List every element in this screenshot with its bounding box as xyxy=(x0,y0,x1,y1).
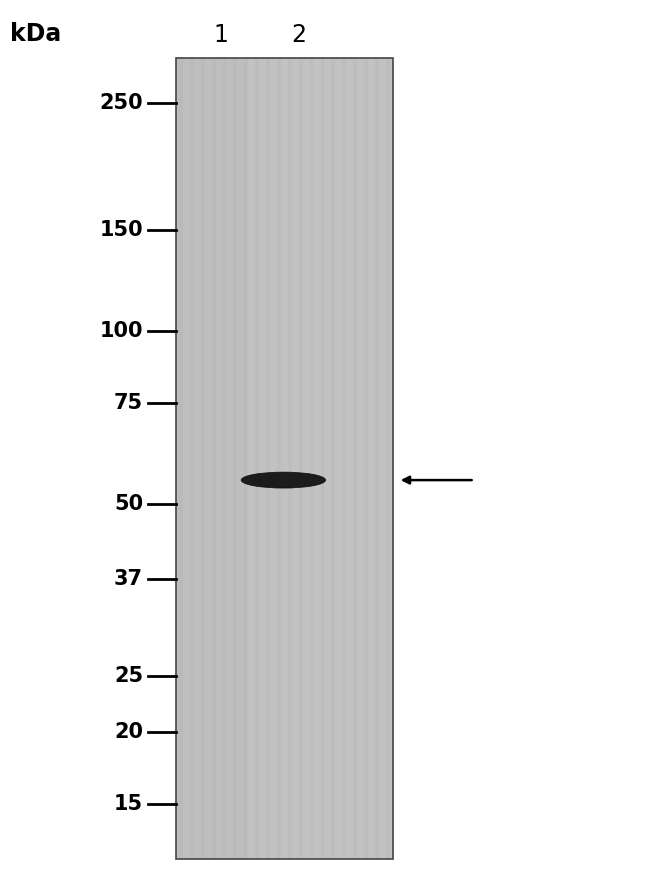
Text: 75: 75 xyxy=(114,392,143,413)
Text: 15: 15 xyxy=(114,794,143,813)
Bar xyxy=(320,58,324,859)
Bar xyxy=(201,58,205,859)
Text: 37: 37 xyxy=(114,569,143,589)
Bar xyxy=(222,58,226,859)
Bar xyxy=(332,58,335,859)
Ellipse shape xyxy=(241,472,326,488)
Bar xyxy=(176,58,247,859)
Bar xyxy=(266,58,270,859)
Bar xyxy=(244,58,248,859)
Bar xyxy=(375,58,379,859)
Bar xyxy=(386,58,390,859)
Bar xyxy=(288,58,292,859)
Text: 100: 100 xyxy=(99,322,143,341)
Bar xyxy=(299,58,303,859)
Text: 50: 50 xyxy=(114,494,143,514)
Bar xyxy=(233,58,237,859)
Bar xyxy=(190,58,194,859)
Bar xyxy=(309,58,313,859)
Text: 2: 2 xyxy=(291,23,307,48)
Bar xyxy=(364,58,368,859)
Text: 150: 150 xyxy=(99,221,143,240)
Bar xyxy=(353,58,357,859)
Bar xyxy=(255,58,259,859)
Bar xyxy=(247,58,393,859)
Bar xyxy=(212,58,216,859)
Bar xyxy=(179,58,183,859)
Text: 250: 250 xyxy=(99,93,143,113)
Bar xyxy=(343,58,346,859)
Text: 1: 1 xyxy=(214,23,228,48)
Bar xyxy=(176,58,393,859)
Bar xyxy=(176,58,393,859)
Text: 25: 25 xyxy=(114,666,143,687)
Text: 20: 20 xyxy=(114,722,143,742)
Bar xyxy=(277,58,281,859)
Text: kDa: kDa xyxy=(10,21,61,46)
